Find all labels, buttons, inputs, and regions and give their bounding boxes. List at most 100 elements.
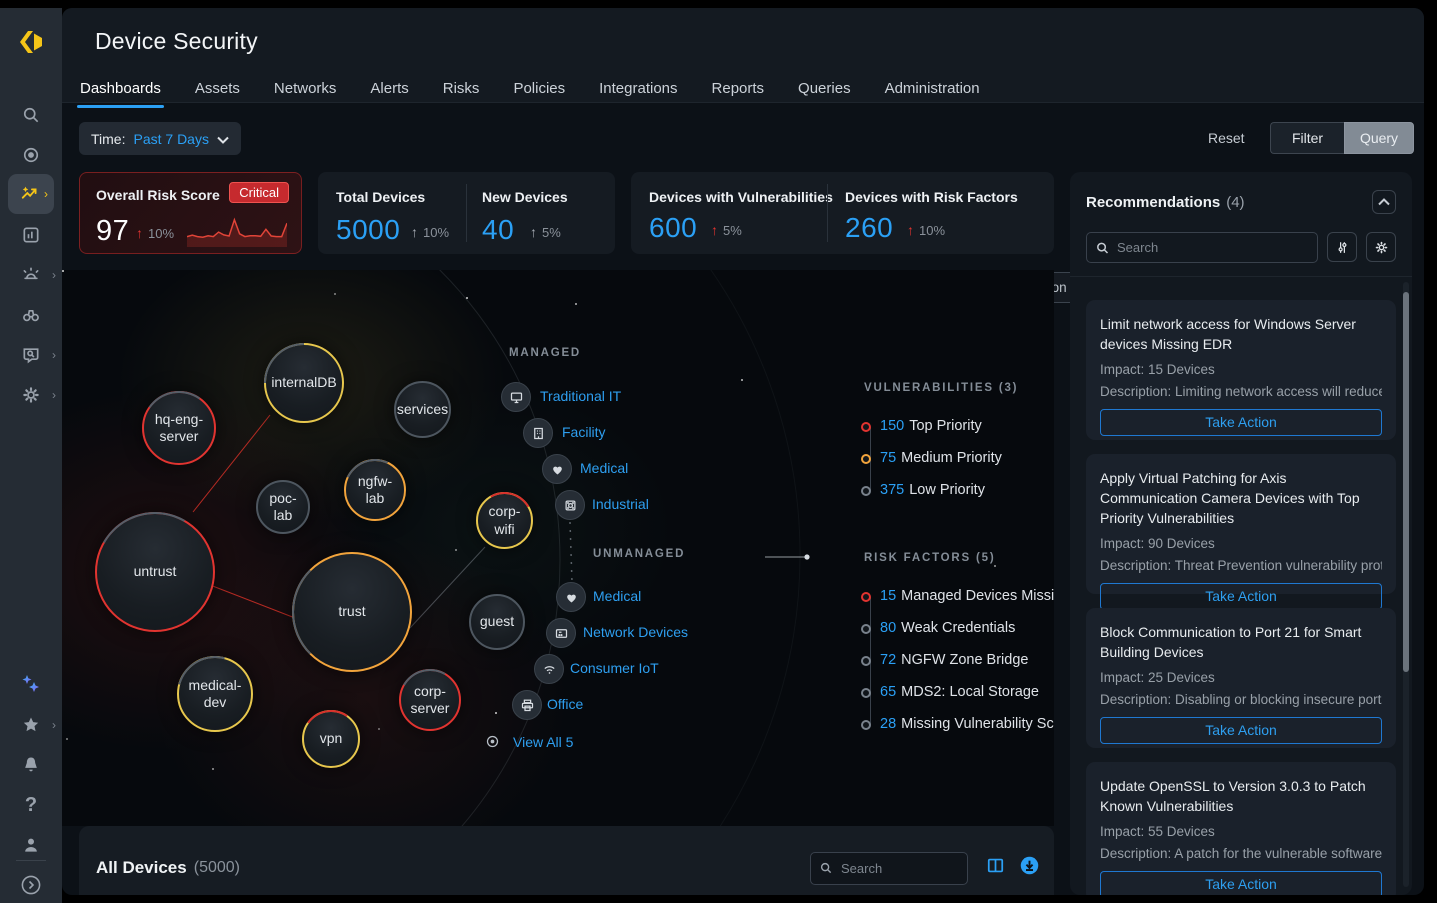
view-all-link[interactable]: View All 5 xyxy=(513,734,574,750)
vuln-item[interactable]: 150 Top Priority xyxy=(880,418,982,434)
topology-node-untrust[interactable]: untrust xyxy=(81,498,229,646)
chevron-right-icon: › xyxy=(52,388,56,402)
sidebar-item-adapters[interactable] xyxy=(0,216,62,254)
sidebar-item-account[interactable] xyxy=(0,826,62,864)
sidebar-item-settings[interactable]: › xyxy=(0,376,62,414)
background-stars xyxy=(62,270,64,272)
tab-queries[interactable]: Queries xyxy=(798,80,851,97)
take-action-button[interactable]: Take Action xyxy=(1100,408,1382,436)
topology-node-internaldb[interactable]: internalDB xyxy=(247,326,361,440)
tab-reports[interactable]: Reports xyxy=(711,80,765,97)
chevron-down-icon xyxy=(217,131,229,147)
kpi-title: Total Devices xyxy=(336,189,426,205)
legend-traditional-it[interactable]: Traditional IT xyxy=(540,388,622,404)
topology-node-corp-server[interactable]: corp-server xyxy=(392,662,468,738)
export-download-icon[interactable] xyxy=(1019,855,1040,881)
sidebar-item-favorites[interactable]: › xyxy=(0,706,62,744)
sidebar-item-notifications[interactable] xyxy=(0,746,62,784)
topology-node-corp-wifi[interactable]: corp-wifi xyxy=(469,485,540,556)
sidebar-item-investigate[interactable] xyxy=(0,296,62,334)
tab-risks[interactable]: Risks xyxy=(442,80,480,97)
kpi-value: 5000 xyxy=(336,214,401,245)
kpi-value: 260 xyxy=(845,212,894,243)
printer-icon xyxy=(512,690,542,720)
sidebar-item-search[interactable] xyxy=(0,96,62,134)
kpi-title: New Devices xyxy=(482,189,568,205)
legend-industrial[interactable]: Industrial xyxy=(592,496,649,512)
page-title: Device Security xyxy=(95,28,258,54)
time-filter-dropdown[interactable]: Time: Past 7 Days xyxy=(79,122,241,155)
tab-networks[interactable]: Networks xyxy=(273,80,337,97)
sidebar-item-discover[interactable] xyxy=(0,136,62,174)
scrollbar-thumb[interactable] xyxy=(1403,292,1409,672)
take-action-button[interactable]: Take Action xyxy=(1100,870,1382,895)
divider xyxy=(466,184,467,242)
divider xyxy=(1070,276,1412,277)
tab-dashboards[interactable]: Dashboards xyxy=(77,74,164,108)
filter-button[interactable]: Filter xyxy=(1270,122,1344,154)
recommendation-card: Block Communication to Port 21 for Smart… xyxy=(1086,608,1396,748)
collapse-panel-button[interactable] xyxy=(1372,190,1396,214)
risk-item[interactable]: 65 MDS2: Local Storage xyxy=(880,684,1039,700)
vuln-item[interactable]: 375 Low Priority xyxy=(880,482,985,498)
tab-administration[interactable]: Administration xyxy=(884,80,980,97)
risk-item[interactable]: 80 Weak Credentials xyxy=(880,620,1016,636)
risk-item[interactable]: 72 NGFW Zone Bridge xyxy=(880,652,1029,668)
kpi-title: Devices with Risk Factors xyxy=(845,189,1018,205)
unmanaged-header: UNMANAGED xyxy=(593,548,686,560)
columns-icon[interactable] xyxy=(986,856,1005,880)
legend-office[interactable]: Office xyxy=(547,696,584,712)
tab-alerts[interactable]: Alerts xyxy=(370,80,409,97)
kpi-devices-card: Total Devices 5000 ↑ 10% New Devices 40 … xyxy=(318,172,615,254)
topology-canvas[interactable]: internalDB services hq-eng-server poc-la… xyxy=(62,270,1054,826)
topology-node-services[interactable]: services xyxy=(394,381,451,438)
all-devices-count: (5000) xyxy=(193,859,240,876)
recommendation-impact: Impact: 55 Devices xyxy=(1100,823,1215,839)
time-filter-value: Past 7 Days xyxy=(133,130,209,147)
building-icon xyxy=(523,418,553,448)
sort-sliders-icon[interactable] xyxy=(1327,232,1357,262)
topology-node-poc-lab[interactable]: poc-lab xyxy=(256,480,310,534)
all-devices-panel: All Devices (5000) xyxy=(79,826,1054,895)
topology-node-guest[interactable]: guest xyxy=(469,594,525,650)
sidebar-collapse-button[interactable] xyxy=(0,866,62,903)
take-action-button[interactable]: Take Action xyxy=(1100,716,1382,744)
legend-facility[interactable]: Facility xyxy=(562,424,606,440)
view-all-icon xyxy=(485,734,500,754)
devices-search-input[interactable] xyxy=(810,851,968,885)
topology-node-hq-eng-server[interactable]: hq-eng-server xyxy=(136,385,222,471)
legend-medical-managed[interactable]: Medical xyxy=(580,460,629,476)
all-devices-title: All Devices xyxy=(96,858,187,877)
recommendation-impact: Impact: 90 Devices xyxy=(1100,535,1215,551)
star-icon xyxy=(21,715,41,735)
topology-node-vpn[interactable]: vpn xyxy=(297,705,365,773)
sidebar-item-ai-assistant[interactable] xyxy=(0,666,62,704)
brand-logo-icon[interactable] xyxy=(15,26,47,58)
tab-policies[interactable]: Policies xyxy=(513,80,566,97)
take-action-button[interactable]: Take Action xyxy=(1100,582,1382,610)
recommendations-search-input[interactable] xyxy=(1086,232,1318,263)
legend-consumer-iot[interactable]: Consumer IoT xyxy=(570,660,659,676)
priority-dot xyxy=(861,454,871,464)
sidebar-item-dashboards[interactable]: › xyxy=(8,174,54,214)
time-filter-label: Time: xyxy=(91,130,126,147)
topology-edges xyxy=(192,270,810,826)
vuln-item[interactable]: 75 Medium Priority xyxy=(880,450,1002,466)
topology-node-trust[interactable]: trust xyxy=(292,552,412,672)
query-button[interactable]: Query xyxy=(1344,122,1414,154)
tab-assets[interactable]: Assets xyxy=(194,80,240,97)
risk-dot xyxy=(861,688,871,698)
sidebar-item-help[interactable]: ? xyxy=(0,786,62,824)
topology-node-ngfw-lab[interactable]: ngfw-lab xyxy=(335,450,415,530)
tab-integrations[interactable]: Integrations xyxy=(599,80,678,97)
legend-network-devices[interactable]: Network Devices xyxy=(583,624,689,640)
trend-up-icon: ↑ xyxy=(907,222,914,238)
reset-button[interactable]: Reset xyxy=(1208,130,1245,146)
legend-medical-unmanaged[interactable]: Medical xyxy=(593,588,642,604)
sidebar-item-queries[interactable]: › xyxy=(0,336,62,374)
sidebar-item-alerts[interactable]: › xyxy=(0,256,62,294)
topology-node-medical-dev[interactable]: medical-dev xyxy=(163,642,267,746)
settings-gear-icon[interactable] xyxy=(1366,232,1396,262)
